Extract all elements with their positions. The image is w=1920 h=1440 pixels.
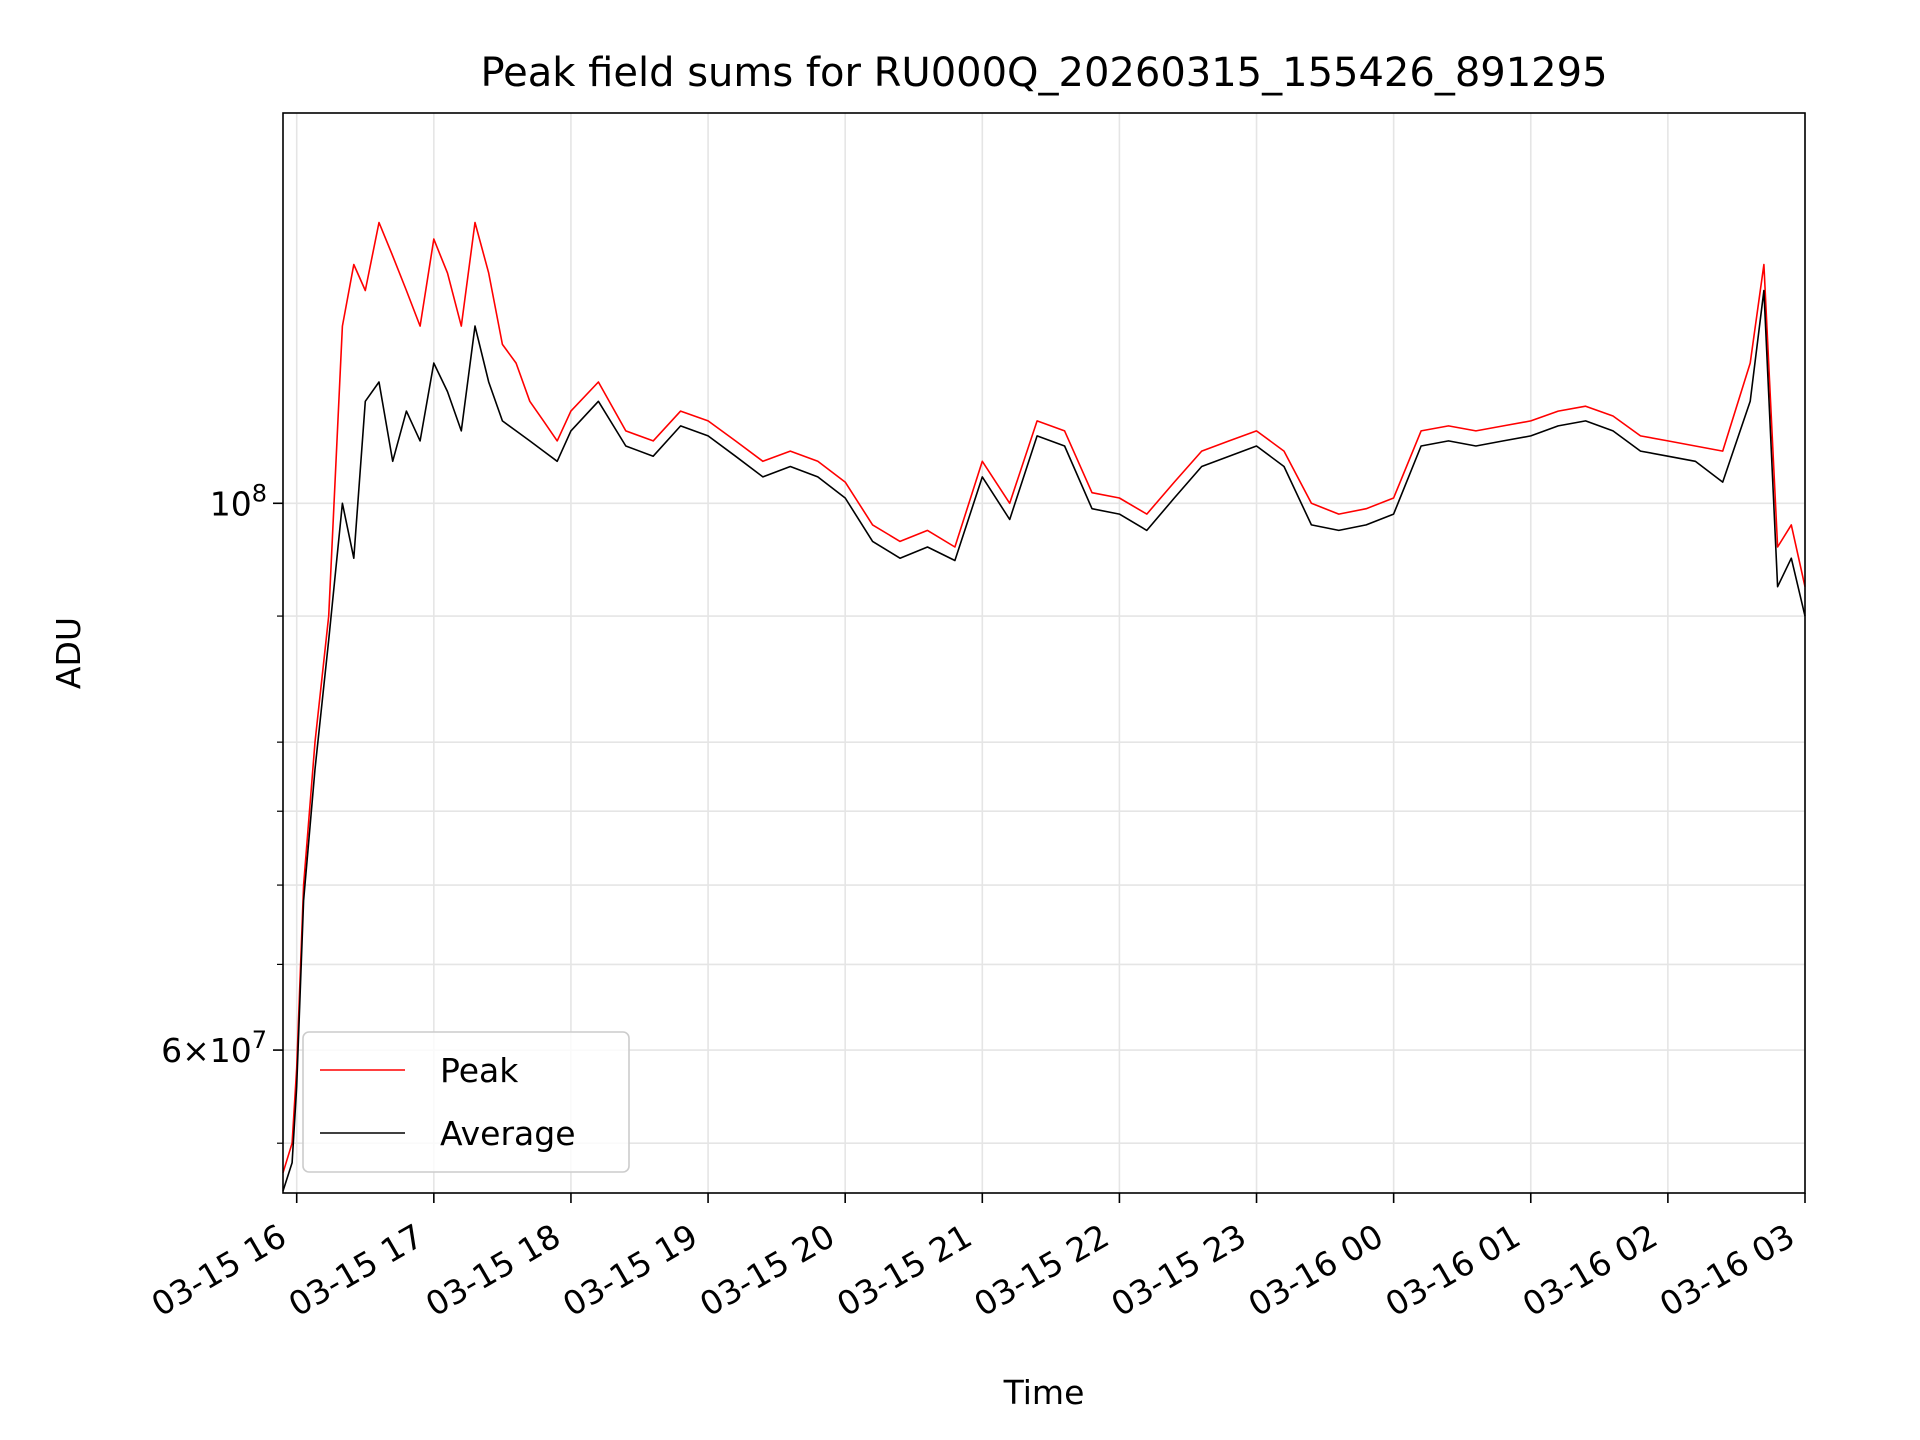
x-axis-label: Time xyxy=(1003,1373,1085,1412)
legend-label-peak: Peak xyxy=(440,1051,519,1090)
plot-lines xyxy=(282,221,1806,1192)
legend-box xyxy=(302,1031,630,1173)
y-tick-label: 6×107 xyxy=(161,1026,267,1070)
series-line-peak xyxy=(282,221,1806,1174)
y-tick-label: 108 xyxy=(210,479,267,523)
legend: Peak Average xyxy=(302,1031,630,1173)
series-line-average xyxy=(282,289,1806,1192)
grid xyxy=(283,113,1806,1193)
y-axis-label: ADU xyxy=(49,617,88,689)
plot-frame xyxy=(282,112,1806,1194)
chart-title: Peak field sums for RU000Q_20260315_1554… xyxy=(480,50,1607,96)
legend-label-average: Average xyxy=(440,1114,576,1153)
